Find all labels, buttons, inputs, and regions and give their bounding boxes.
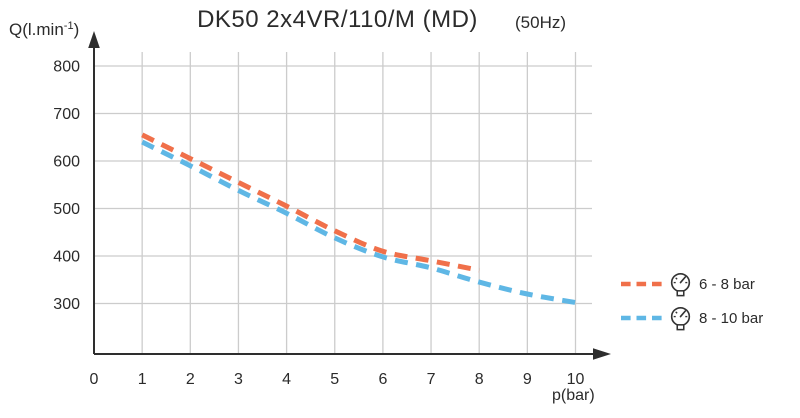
y-axis-arrow bbox=[88, 31, 100, 48]
x-tick-label: 6 bbox=[378, 371, 387, 388]
x-tick-label: 3 bbox=[234, 371, 243, 388]
x-axis-arrow bbox=[593, 348, 611, 360]
y-tick-label: 600 bbox=[53, 154, 80, 171]
x-tick-label: 10 bbox=[567, 371, 585, 388]
x-tick-label: 8 bbox=[475, 371, 484, 388]
chart-title: DK50 2x4VR/110/M (MD) bbox=[197, 6, 478, 33]
y-tick-label: 300 bbox=[53, 296, 80, 313]
x-tick-label: 9 bbox=[523, 371, 532, 388]
x-tick-label: 1 bbox=[138, 371, 147, 388]
x-tick-label: 7 bbox=[427, 371, 436, 388]
pressure-gauge-icon bbox=[670, 272, 691, 296]
x-tick-label: 2 bbox=[186, 371, 195, 388]
x-tick-label: 5 bbox=[330, 371, 339, 388]
y-tick-label: 700 bbox=[53, 106, 80, 123]
legend: 6 - 8 bar 8 - 10 bar bbox=[620, 270, 763, 332]
pressure-gauge-icon bbox=[670, 306, 691, 330]
chart-subtitle: (50Hz) bbox=[515, 13, 567, 32]
x-tick-label: 4 bbox=[282, 371, 291, 388]
legend-label-8-10-bar: 8 - 10 bar bbox=[699, 309, 764, 327]
series-curve-0 bbox=[141, 132, 480, 273]
x-axis-label: p(bar) bbox=[552, 387, 595, 404]
y-axis-label-superscript: -1 bbox=[63, 20, 74, 32]
y-tick-label: 500 bbox=[53, 201, 80, 218]
y-axis-label-suffix: ) bbox=[73, 20, 80, 39]
series-curve-1 bbox=[141, 139, 576, 305]
y-tick-label: 400 bbox=[53, 249, 80, 266]
y-axis-label-prefix: Q(l.min bbox=[9, 20, 64, 39]
legend-dash-swatch-orange bbox=[621, 281, 662, 287]
x-tick-label: 0 bbox=[90, 371, 99, 388]
legend-dash-swatch-blue bbox=[621, 315, 662, 321]
legend-label-6-8-bar: 6 - 8 bar bbox=[699, 275, 755, 293]
y-tick-label: 800 bbox=[53, 59, 80, 76]
y-axis-label: Q(l.min-1) bbox=[9, 20, 79, 40]
legend-item-8-10-bar: 8 - 10 bar bbox=[620, 304, 763, 332]
legend-item-6-8-bar: 6 - 8 bar bbox=[620, 270, 763, 298]
